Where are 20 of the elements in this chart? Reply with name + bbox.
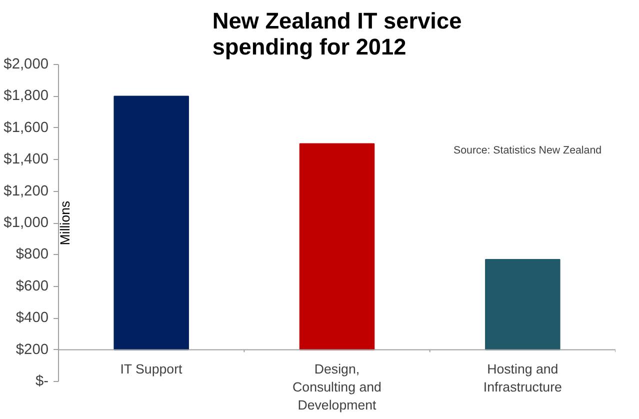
bar xyxy=(299,143,375,350)
y-tick-label: $1,600 xyxy=(4,120,48,136)
y-tick-label: $- xyxy=(35,374,49,390)
y-tick-label: $200 xyxy=(16,342,49,358)
x-tick-label: Hosting and Infrastructure xyxy=(483,362,562,394)
y-tick-label: $400 xyxy=(16,310,49,326)
y-tick-label: $2,000 xyxy=(4,56,48,72)
y-tick-label: $600 xyxy=(16,278,49,294)
bar xyxy=(485,258,560,350)
bar xyxy=(114,96,189,350)
y-tick-label: $1,800 xyxy=(4,88,48,104)
y-axis-title: Millions xyxy=(58,200,72,246)
x-tick-label: Design, Consulting and Development xyxy=(292,362,382,412)
y-tick-label: $1,200 xyxy=(4,183,48,200)
y-tick-label: $1,400 xyxy=(4,152,48,168)
x-tick-label: IT Support xyxy=(120,362,183,376)
y-tick-label: $800 xyxy=(16,246,49,263)
chart-title: New Zealand IT service spending for 2012 xyxy=(212,8,462,60)
annotation: Source: Statistics New Zealand xyxy=(454,144,602,156)
y-tick-label: $1,000 xyxy=(4,215,48,231)
